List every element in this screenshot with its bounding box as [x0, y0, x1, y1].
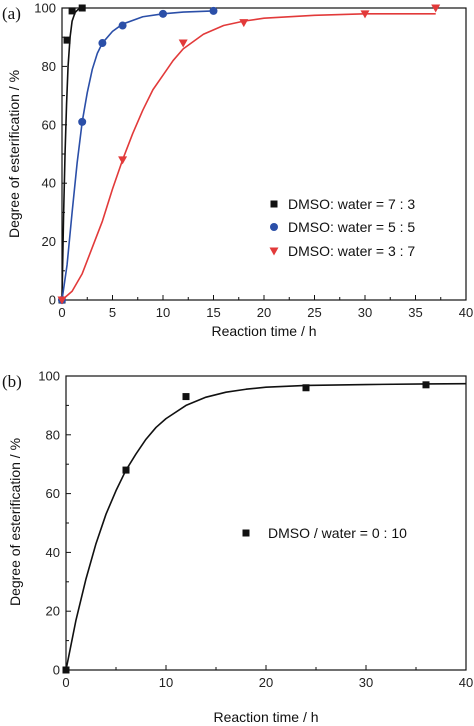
panel-b-legend: DMSO / water = 0 : 10 [242, 525, 407, 541]
y-tick-label: 40 [46, 545, 60, 560]
y-tick-label: 100 [38, 369, 60, 384]
data-point-series-2 [57, 296, 67, 305]
legend-marker-triangle [269, 247, 279, 256]
y-tick-label: 40 [42, 176, 56, 191]
panel-a-fit-curves [61, 7, 436, 301]
panel-a-y-axis-title: Degree of esterification / % [6, 70, 22, 238]
panel-a-y-ticks: 0 20 40 60 80 100 [34, 1, 67, 308]
data-point-series-1 [78, 117, 87, 126]
legend-marker-square [242, 529, 250, 537]
legend-label-5-5: DMSO: water = 5 : 5 [288, 219, 415, 235]
legend-triangle-marker [269, 247, 279, 256]
data-point-series-0 [68, 7, 76, 15]
data-point-series-0 [63, 36, 71, 44]
x-tick-label: 20 [259, 675, 273, 690]
panel-b: (b) 0 10 20 30 40 0 20 40 60 80 100 Reaction time… [2, 369, 473, 726]
panel-b-data-points [62, 381, 430, 674]
legend-item-3-7: DMSO: water = 3 : 7 [269, 243, 415, 259]
data-point-series-2 [118, 156, 128, 165]
data-point-series-0 [122, 466, 130, 474]
legend-label-0-10: DMSO / water = 0 : 10 [268, 525, 407, 541]
legend-label-3-7: DMSO: water = 3 : 7 [288, 243, 415, 259]
legend-label-7-3: DMSO: water = 7 : 3 [288, 196, 415, 212]
x-tick-label: 30 [359, 675, 373, 690]
panel-b-y-axis-title: Degree of esterification / % [7, 438, 23, 606]
data-point-series-1 [98, 39, 107, 48]
panel-a-x-ticks: 0 5 10 15 20 25 30 35 40 [58, 295, 473, 320]
legend-item-7-3: DMSO: water = 7 : 3 [270, 196, 415, 212]
fit-curve-series-0 [65, 382, 467, 671]
legend-marker-circle [270, 223, 278, 231]
data-point-series-0 [78, 4, 86, 12]
data-point-series-0 [422, 381, 430, 389]
legend-square-marker [270, 200, 278, 208]
y-tick-label: 20 [46, 604, 60, 619]
x-tick-label: 10 [159, 675, 173, 690]
panel-a-data-points [57, 4, 441, 305]
x-tick-label: 20 [257, 305, 271, 320]
legend-circle-marker [270, 223, 278, 231]
x-tick-label: 15 [206, 305, 220, 320]
y-tick-label: 60 [42, 117, 56, 132]
fit-curve-series-0 [61, 7, 83, 301]
y-tick-label: 100 [34, 1, 56, 16]
data-point-series-0 [62, 666, 70, 674]
y-tick-label: 20 [42, 234, 56, 249]
data-point-series-2 [178, 39, 188, 48]
x-tick-label: 5 [109, 305, 116, 320]
y-tick-label: 80 [42, 59, 56, 74]
data-point-series-0 [302, 384, 310, 392]
fit-curve-series-1 [61, 10, 214, 301]
data-point-series-1 [118, 21, 127, 30]
x-tick-label: 30 [358, 305, 372, 320]
panel-a-legend: DMSO: water = 7 : 3 DMSO: water = 5 : 5 … [269, 196, 415, 259]
x-tick-label: 0 [58, 305, 65, 320]
panel-b-x-axis-title: Reaction time / h [213, 709, 318, 725]
data-point-series-1 [209, 6, 218, 15]
y-tick-label: 0 [53, 663, 60, 678]
legend-marker-square [270, 200, 278, 208]
panel-a-x-axis-title: Reaction time / h [211, 323, 316, 339]
legend-item-5-5: DMSO: water = 5 : 5 [270, 219, 415, 235]
x-tick-label: 25 [307, 305, 321, 320]
y-tick-label: 0 [49, 293, 56, 308]
x-tick-label: 40 [459, 305, 473, 320]
y-tick-label: 60 [46, 486, 60, 501]
panel-b-label: (b) [2, 372, 22, 391]
panel-b-y-ticks: 0 20 40 60 80 100 [38, 369, 71, 678]
data-point-series-1 [159, 9, 167, 18]
data-point-series-0 [182, 393, 190, 401]
panel-a-label: (a) [2, 4, 21, 23]
panel-b-x-ticks: 0 10 20 30 40 [62, 665, 473, 690]
data-point-series-2 [431, 4, 441, 13]
legend-square-marker [242, 529, 250, 537]
x-tick-label: 10 [156, 305, 170, 320]
x-tick-label: 40 [459, 675, 473, 690]
y-tick-label: 80 [46, 427, 60, 442]
x-tick-label: 35 [408, 305, 422, 320]
data-point-series-2 [360, 10, 370, 19]
panel-b-fit-curves [65, 382, 467, 671]
x-tick-label: 0 [62, 675, 69, 690]
data-point-series-2 [239, 19, 249, 28]
panel-a: (a) 0 5 10 15 20 25 30 35 40 0 20 40 60 80 100 Reacti… [2, 1, 473, 340]
panel-b-plot-frame [65, 375, 467, 671]
fit-curve-series-2 [61, 13, 436, 301]
